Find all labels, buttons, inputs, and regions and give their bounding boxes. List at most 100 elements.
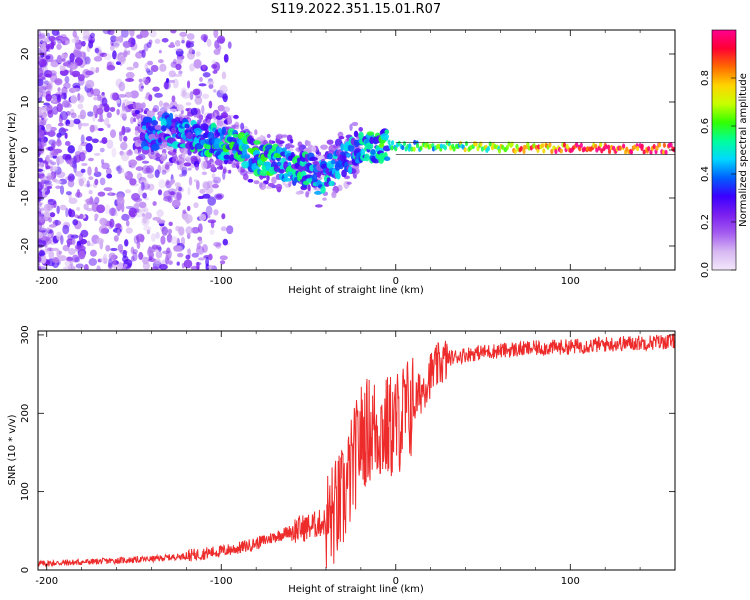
spectrogram-cell [67,179,75,188]
spectrogram-cell [221,213,226,220]
spectrogram-cell [197,257,206,261]
spectrogram-cell [72,87,81,92]
spectrogram-cell [575,142,579,148]
spectrogram-cell [222,93,228,103]
spectrogram-cell [39,232,47,241]
spectrogram-cell [463,147,467,153]
spectrogram-cell [147,125,156,132]
spectrogram-cells [38,30,675,270]
spectrogram-cell [42,160,48,164]
spectrogram-x-tick-label: -100 [210,276,233,287]
spectrogram-cell [172,78,179,89]
spectrogram-cell [206,144,212,150]
spectrogram-cell [38,267,42,270]
spectrogram-cell [548,142,552,148]
spectrogram-cell [71,160,78,169]
spectrogram-cell [80,168,86,173]
spectrogram-cell [188,176,193,186]
spectrogram-cell [68,247,76,256]
spectrogram-cell [94,47,100,54]
spectrogram-cell [46,32,51,39]
spectrogram-cell [158,263,168,270]
spectrogram-cell [642,149,646,155]
spectrogram-cell [168,221,173,227]
spectrogram-cell [38,221,43,230]
spectrogram-cell [42,111,47,118]
spectrogram-cell [662,142,667,148]
spectrogram-cell [652,143,656,150]
spectrogram-cell [147,60,154,66]
spectrogram-cell [48,224,57,228]
spectrogram-cell [542,148,546,154]
colorbar-tick-label: 0.2 [700,214,711,230]
spectrogram-cell [80,229,89,238]
spectrogram-cell [66,160,73,165]
spectrogram-cell [200,123,209,131]
spectrogram-cell [79,238,88,245]
spectrogram-cell [67,241,71,248]
spectrogram-cell [163,190,172,200]
spectrogram-cell [43,80,50,85]
spectrogram-cell [307,184,311,192]
spectrogram-cell [186,80,191,89]
spectrogram-cell [135,201,140,206]
spectrogram-y-axis-label: Frequency (Hz) [7,112,18,188]
spectrogram-cell [93,55,103,62]
spectrogram-cell [165,179,170,186]
spectrogram-cell [156,209,164,218]
spectrogram-cell [219,84,228,94]
spectrogram-cell [133,234,140,244]
spectrogram-cell [128,207,138,218]
spectrogram-cell [282,177,292,182]
spectrogram-cell [351,121,359,127]
spectrogram-cell [582,146,587,152]
spectrogram-cell [117,164,122,175]
spectrogram-cell [275,183,283,191]
spectrogram-cell [187,186,191,196]
spectrogram-cell [191,226,200,234]
spectrogram-cell [110,92,118,101]
spectrogram-cell [38,115,42,123]
spectrogram-cell [141,165,151,175]
spectrogram-cell [93,171,102,178]
spectrogram-cell [92,112,96,122]
spectrogram-cell [57,122,64,127]
spectrogram-cell [358,131,364,140]
spectrogram-cell [116,228,121,237]
spectrogram-cell [65,207,69,218]
spectrogram-cell [227,41,232,49]
spectrogram-cell [69,258,74,268]
spectrogram-cell [210,164,216,172]
spectrogram-cell [108,191,112,197]
spectrogram-cell [655,145,659,151]
spectrogram-cell [629,149,634,155]
spectrogram-cell [55,139,62,147]
spectrogram-cell [126,50,131,56]
spectrogram-cell [206,119,212,125]
spectrogram-cell [107,30,115,36]
spectrogram-cell [144,167,153,174]
spectrogram-cell [103,253,108,262]
spectrogram-cell [181,166,188,175]
spectrogram-cell [173,73,183,77]
spectrogram-cell [158,49,162,54]
spectrogram-cell [211,64,218,69]
spectrogram-cell [199,77,203,82]
spectrogram-cell [150,233,156,242]
spectrogram-cell [519,145,523,152]
spectrogram-y-tick-label: 0 [20,147,31,153]
spectrogram-cell [85,70,94,76]
spectrogram-cell [240,122,245,131]
spectrogram-cell [208,83,214,89]
spectrogram-cell [124,189,132,194]
spectrogram-x-ticks: -200 -100 0 100 [35,30,676,287]
spectrogram-cell [58,255,67,262]
colorbar-tick-label: 0.4 [700,166,711,182]
spectrogram-cell [565,144,569,150]
spectrogram-cell [243,154,251,159]
spectrogram-cell [119,132,123,142]
spectrogram-cell [56,43,62,50]
spectrogram-cell [314,190,323,195]
spectrogram-cell [71,254,80,263]
spectrogram-cell [175,63,182,71]
